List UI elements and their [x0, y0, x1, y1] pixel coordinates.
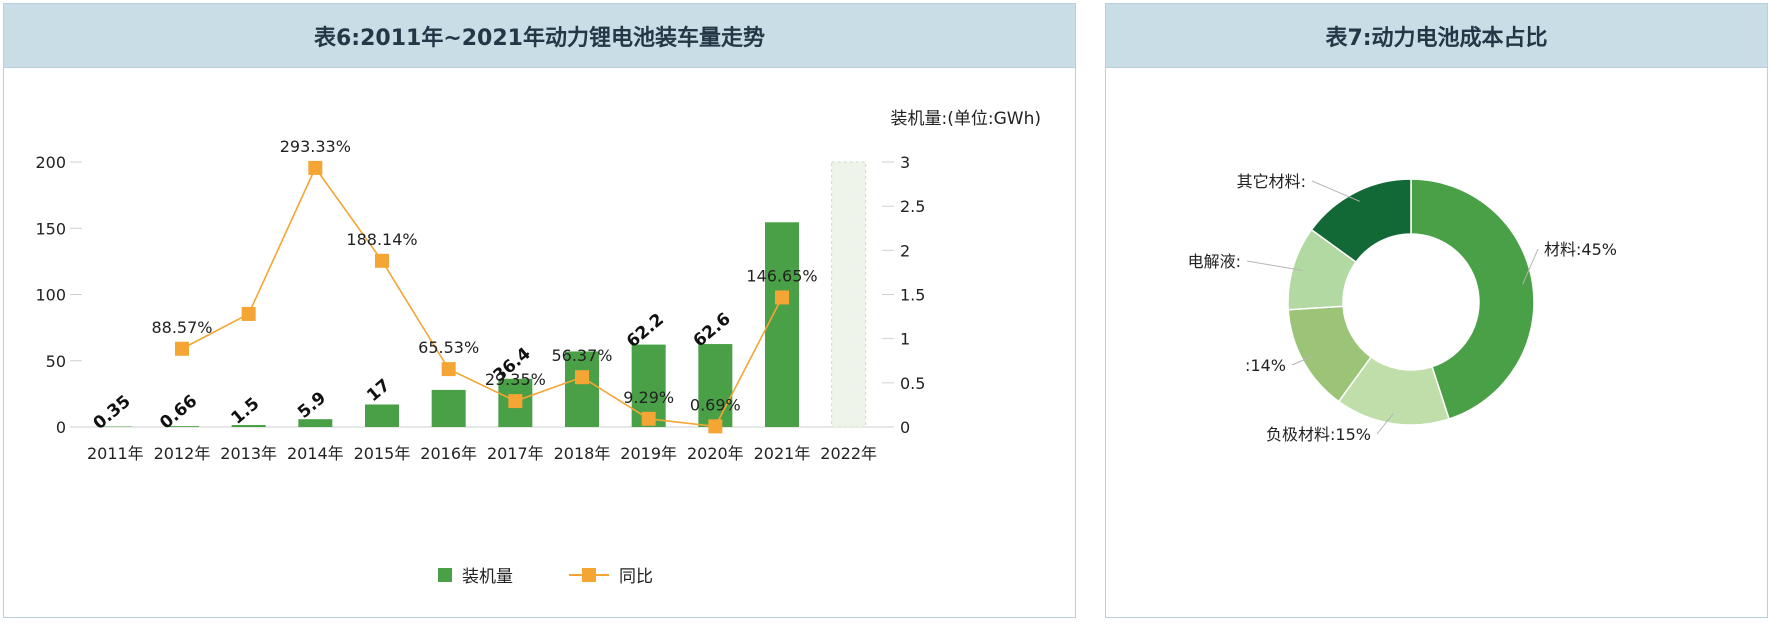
line-point — [375, 253, 389, 268]
x-tick-label: 2019年 — [620, 444, 677, 463]
x-tick-label: 2021年 — [754, 444, 811, 463]
x-tick-label: 2015年 — [354, 444, 411, 463]
battery-installation-panel: 表6:2011年~2021年动力锂电池装车量走势 装机量:(单位:GWh) 0 5… — [3, 3, 1076, 618]
slice-label: 电解液: — [1188, 252, 1241, 271]
line-point — [441, 362, 456, 377]
line-data-label: 65.53% — [418, 338, 479, 357]
y-left-tick-label: 150 — [35, 219, 66, 238]
bar — [365, 404, 399, 427]
y-left-tick-label: 200 — [35, 153, 66, 172]
line-point — [575, 370, 589, 385]
line-point — [508, 394, 523, 409]
unit-note: 装机量:(单位:GWh) — [890, 109, 1041, 129]
x-tick-label: 2014年 — [287, 444, 344, 463]
donut-slice — [1310, 178, 1412, 264]
bar-data-label: 0.35 — [90, 392, 135, 434]
line-point — [775, 290, 789, 305]
line-data-label: 29.35% — [485, 370, 546, 389]
cost-share-donut-chart: 材料:45% 负极材料:15% :14% 电解液: 其它材料: — [1188, 172, 1617, 444]
line-data-label: 9.29% — [623, 388, 674, 407]
y-right-tick-label: 2 — [900, 241, 910, 260]
bar-data-label: 17 — [363, 375, 394, 406]
slice-leader-line — [1522, 248, 1539, 285]
line-point — [241, 306, 256, 321]
bar-data-label: 5.9 — [294, 388, 330, 423]
line-data-label: 293.33% — [280, 137, 351, 156]
bar — [431, 389, 466, 427]
y-right-tick-label: 0.5 — [900, 374, 925, 393]
slice-label: 其它材料: — [1237, 172, 1306, 191]
line-data-label: 56.37% — [551, 346, 612, 365]
bar-data-label: 1.5 — [227, 394, 263, 429]
y-left-tick-label: 50 — [46, 352, 66, 371]
legend-bar-swatch — [438, 567, 452, 582]
x-tick-label: 2013年 — [220, 444, 277, 463]
bar — [231, 425, 266, 427]
slice-leader-line — [1291, 355, 1313, 366]
x-tick-label: 2011年 — [87, 444, 144, 463]
slice-label: 负极材料:15% — [1266, 425, 1371, 444]
line-point — [708, 419, 723, 434]
y-right-tick-label: 2.5 — [900, 197, 925, 216]
chart-legend: 装机量 同比 — [438, 562, 709, 587]
x-tick-label: 2018年 — [554, 444, 611, 463]
slice-label: 材料:45% — [1544, 240, 1617, 259]
bar — [765, 222, 799, 427]
x-tick-label: 2022年 — [820, 444, 877, 463]
battery-cost-panel: 表7:动力电池成本占比 材料:45% 负极材料:15% :14% 电解液: 其它材料: — [1105, 3, 1768, 618]
slice-label: :14% — [1245, 356, 1286, 375]
y-right-tick-label: 1 — [900, 330, 910, 349]
x-tick-label: 2016年 — [420, 444, 477, 463]
y-left-tick-label: 0 — [56, 418, 66, 437]
legend-line-label: 同比 — [619, 567, 653, 587]
x-tick-label: 2020年 — [687, 444, 744, 463]
installation-chart: 0 50 100 150 200 0 0.5 1 1.5 2 2.5 3 2011年 2012年 2013年… — [35, 137, 925, 463]
bar — [698, 344, 733, 427]
bar — [565, 351, 599, 427]
slice-leader-line — [1376, 413, 1394, 435]
legend-item-yoy[interactable]: 同比 — [569, 562, 653, 587]
bar-placeholder — [831, 161, 867, 428]
legend-bar-label: 装机量 — [462, 567, 513, 587]
line-point — [308, 160, 323, 175]
bar — [298, 419, 333, 427]
panel-title: 表6:2011年~2021年动力锂电池装车量走势 — [4, 4, 1075, 68]
y-left-tick-label: 100 — [35, 286, 66, 305]
slice-leader-line — [1246, 260, 1303, 271]
line-data-label: 88.57% — [151, 318, 212, 337]
y-right-tick-label: 1.5 — [900, 286, 925, 305]
y-right-tick-label: 0 — [900, 418, 910, 437]
line-data-label: 0.69% — [690, 395, 741, 414]
x-tick-label: 2017年 — [487, 444, 544, 463]
x-tick-label: 2012年 — [154, 444, 211, 463]
y-right-tick-label: 3 — [900, 153, 910, 172]
legend-item-installed[interactable]: 装机量 — [438, 562, 513, 587]
line-point — [641, 411, 656, 426]
line-data-label: 146.65% — [746, 266, 817, 285]
donut-slice — [1410, 178, 1535, 420]
bar — [165, 426, 199, 427]
line-point — [175, 341, 189, 356]
legend-line-swatch — [569, 567, 609, 582]
line-data-label: 188.14% — [346, 230, 417, 249]
slice-leader-line — [1311, 180, 1360, 202]
panel-title: 表7:动力电池成本占比 — [1106, 4, 1767, 68]
yoy-line — [181, 166, 783, 428]
